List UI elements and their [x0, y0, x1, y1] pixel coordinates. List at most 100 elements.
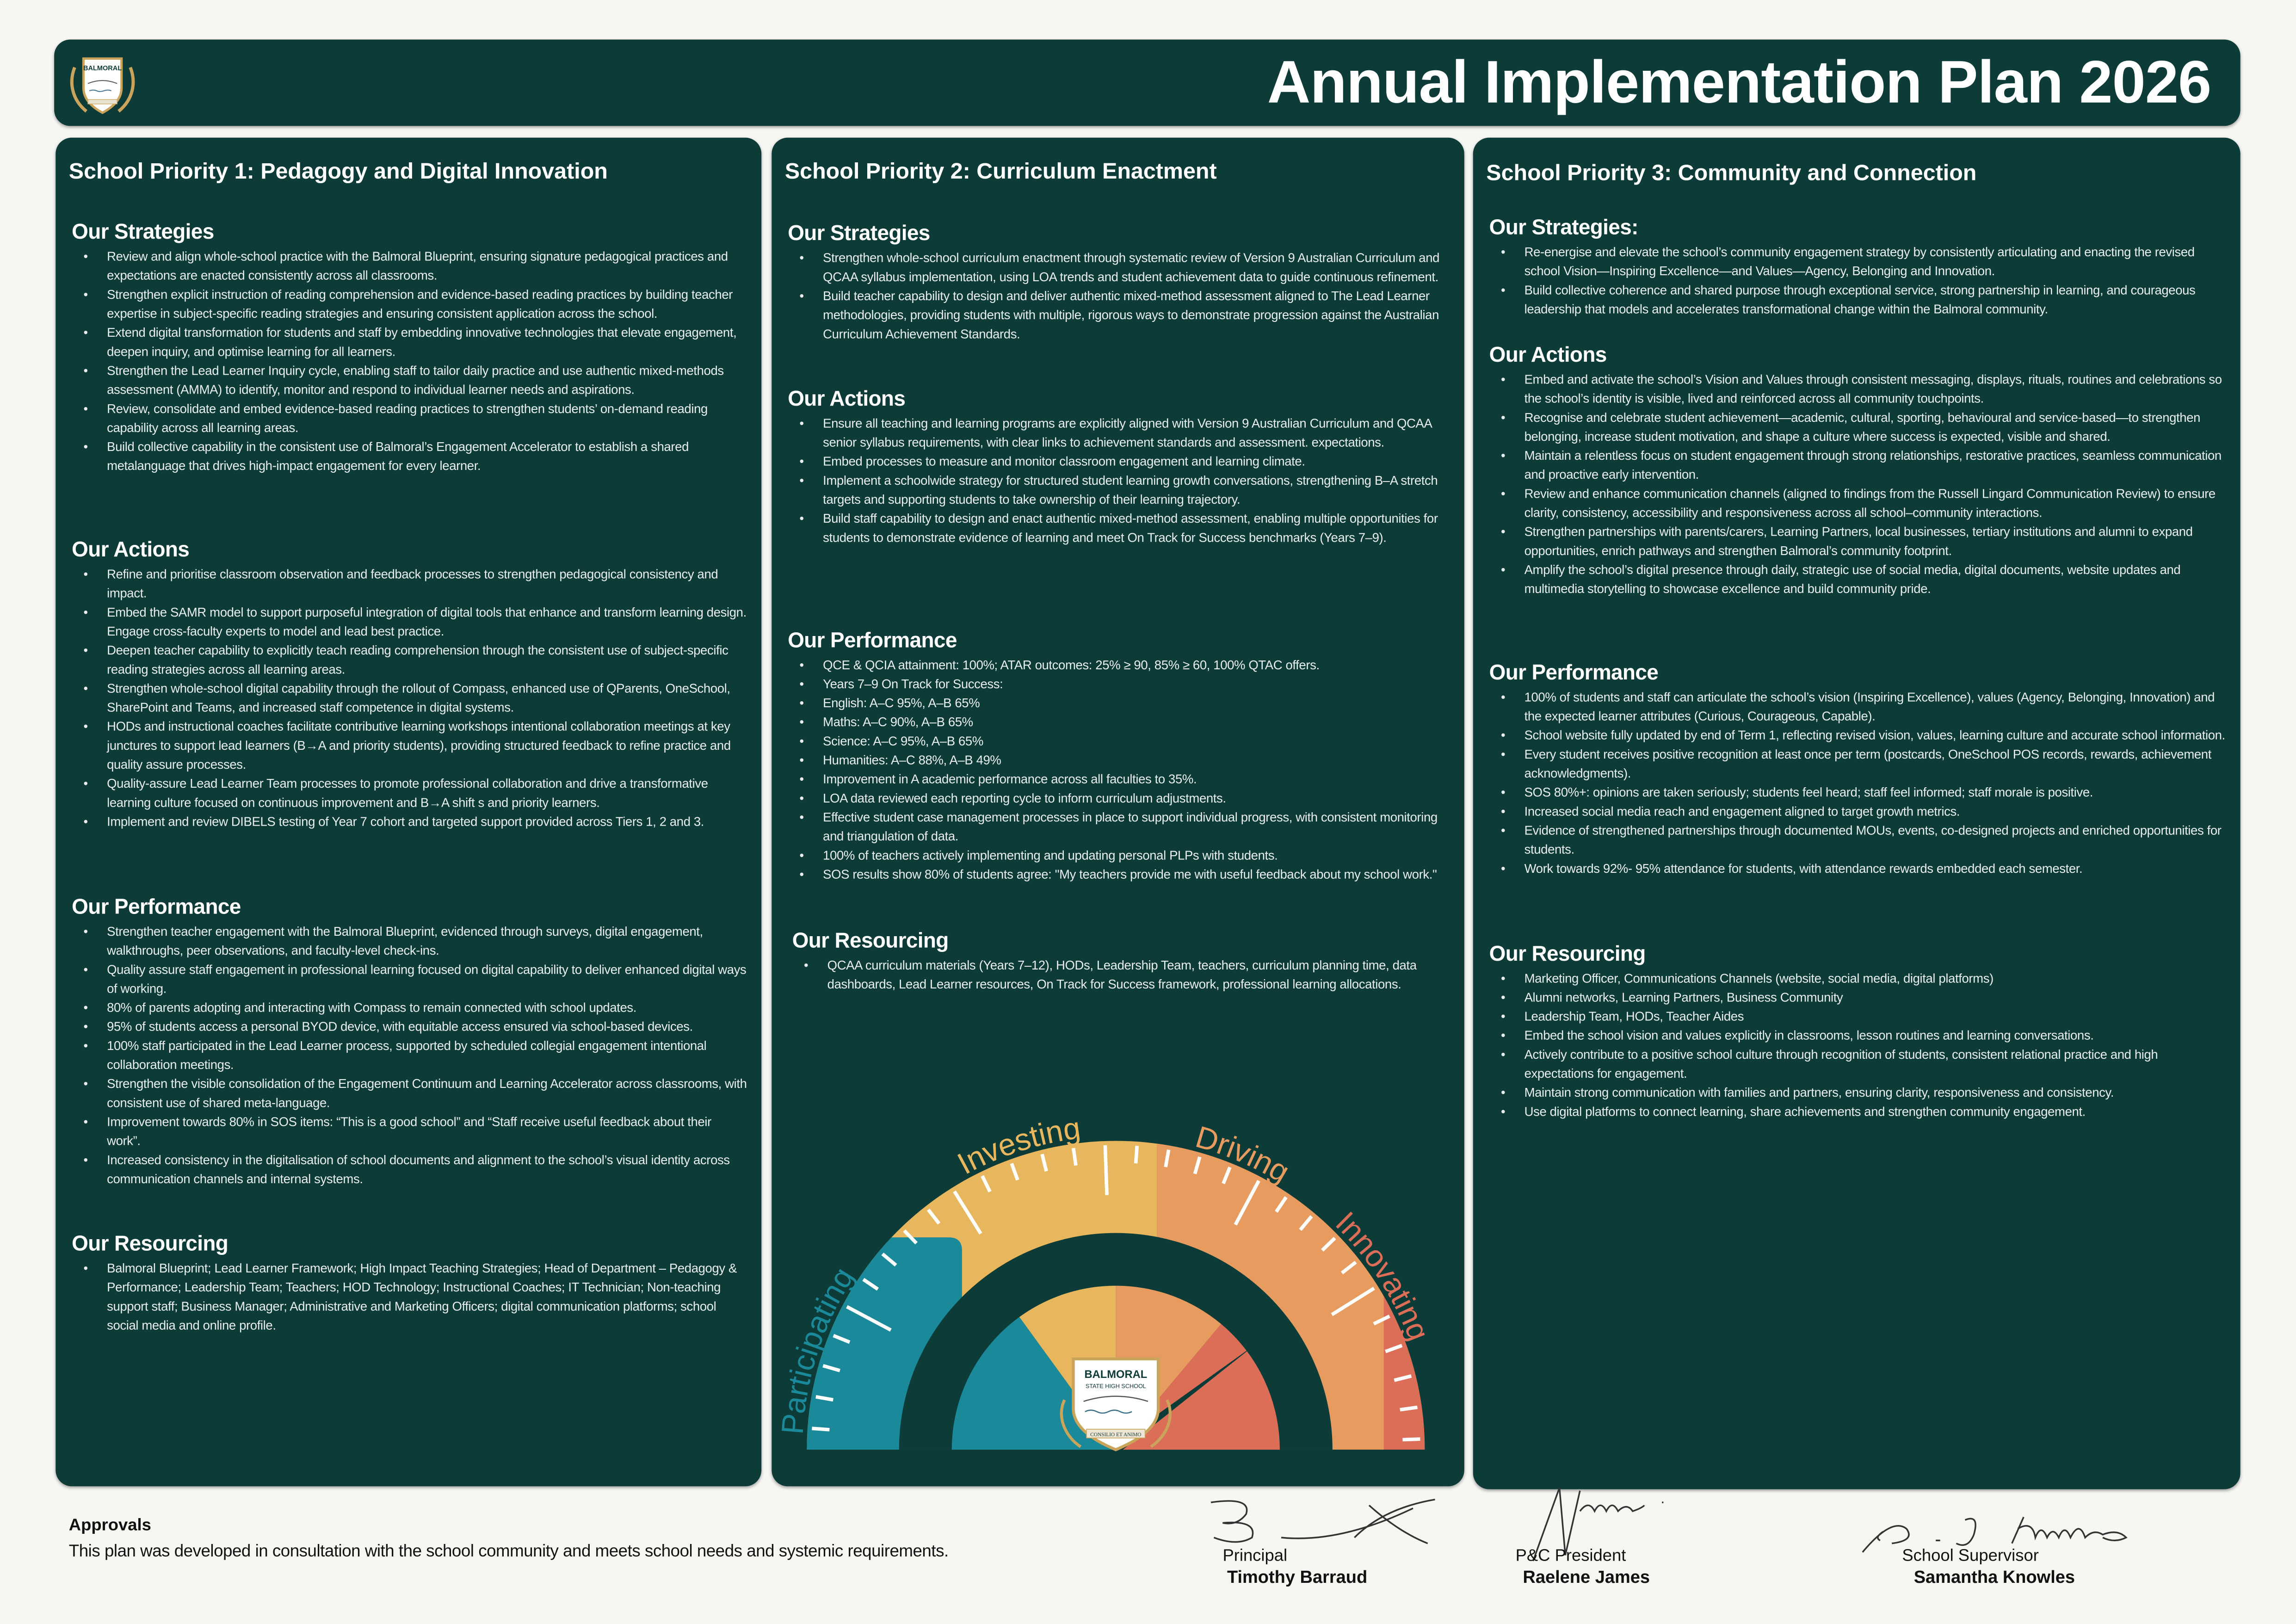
section-heading: Our Actions: [1489, 344, 1607, 368]
list-item: Strengthen whole-school curriculum enact…: [800, 249, 1450, 287]
section-resourcing: Our Resourcing Balmoral Blueprint; Lead L…: [72, 1233, 747, 1336]
signatory-name: Raelene James: [1523, 1567, 1650, 1587]
list-item: Build collective capability in the consi…: [83, 438, 747, 476]
list-item: Implement and review DIBELS testing of Y…: [83, 813, 747, 832]
gauge-tick: [1340, 1260, 1357, 1275]
list-item: Strengthen the visible consolidation of …: [83, 1075, 747, 1113]
section-resourcing: Our Resourcing QCAA curriculum materials …: [792, 930, 1450, 994]
bullet-list: Strengthen teacher engagement with the B…: [72, 922, 747, 1189]
list-item: Strengthen explicit instruction of readi…: [83, 285, 747, 323]
priority-panel-1: School Priority 1: Pedagogy and Digital …: [56, 137, 762, 1487]
list-item: Maintain strong communication with famil…: [1501, 1084, 2226, 1103]
list-item: 95% of students access a personal BYOD d…: [83, 1018, 747, 1037]
bullet-list: Marketing Officer, Communications Channe…: [1489, 969, 2226, 1122]
list-item: Amplify the school’s digital presence th…: [1501, 561, 2226, 599]
list-item: Strengthen partnerships with parents/car…: [1501, 523, 2226, 561]
list-item: Strengthen whole-school digital capabili…: [83, 679, 747, 717]
priority-panel-3: School Priority 3: Community and Connect…: [1473, 137, 2240, 1489]
section-heading: Our Strategies: [788, 222, 930, 246]
priority-title: School Priority 3: Community and Connect…: [1486, 161, 1977, 186]
gauge-ticks: [812, 1145, 1420, 1442]
approvals-heading: Approvals: [68, 1517, 151, 1535]
list-item: Implement a schoolwide strategy for stru…: [800, 471, 1450, 509]
gauge-tick: [1400, 1405, 1418, 1412]
list-item: Maths: A–C 90%, A–B 65%: [800, 713, 1450, 732]
list-item: Strengthen the Lead Learner Inquiry cycl…: [83, 362, 747, 400]
section-heading: Our Resourcing: [1489, 943, 1646, 967]
section-heading: Our Performance: [1489, 661, 1659, 685]
list-item: HODs and instructional coaches facilitat…: [83, 717, 747, 774]
list-item: Every student receives positive recognit…: [1501, 745, 2226, 783]
section-strategies: Our Strategies:Re-energise and elevate t…: [1489, 217, 2226, 320]
bullet-list: Strengthen whole-school curriculum enact…: [788, 249, 1450, 344]
list-item: Deepen teacher capability to explicitly …: [83, 642, 747, 679]
list-item: Improvement in A academic performance ac…: [800, 770, 1450, 789]
section-performance: Our PerformanceStrengthen teacher engage…: [72, 896, 747, 1189]
list-item: Recognise and celebrate student achievem…: [1501, 408, 2226, 446]
signatory-role: P&C President: [1515, 1548, 1626, 1566]
list-item: Improvement towards 80% in SOS items: “T…: [83, 1113, 747, 1151]
signatory-role: School Supervisor: [1902, 1548, 2039, 1566]
list-item: Ensure all teaching and learning program…: [800, 414, 1450, 452]
gauge-crest-logo: BALMORAL STATE HIGH SCHOOL CONSILIO ET A…: [1060, 1357, 1172, 1451]
section-performance: Our Performance QCE & QCIA attainment: 10…: [788, 630, 1450, 884]
svg-text:BALMORAL: BALMORAL: [1084, 1369, 1147, 1381]
list-item: Humanities: A–C 88%, A–B 49%: [800, 751, 1450, 770]
section-heading: Our Actions: [72, 539, 190, 562]
list-item: Strengthen teacher engagement with the B…: [83, 922, 747, 960]
list-item: Marketing Officer, Communications Channe…: [1501, 969, 2226, 988]
signatory-pc-president: P&C President Raelene James: [1516, 1548, 1650, 1587]
priority-title: School Priority 1: Pedagogy and Digital …: [68, 160, 608, 185]
approvals-block: Approvals This plan was developed in con…: [69, 1517, 949, 1561]
bullet-list: Review and align whole-school practice w…: [72, 247, 747, 476]
page-title: Annual Implementation Plan 2026: [1267, 48, 2212, 116]
gauge-tick: [1010, 1163, 1019, 1181]
section-actions: Our ActionsEmbed and activate the school…: [1489, 344, 2226, 599]
list-item: Refine and prioritise classroom observat…: [83, 565, 747, 603]
list-item: LOA data reviewed each reporting cycle t…: [800, 789, 1450, 808]
gauge-tick: [846, 1305, 892, 1332]
section-performance: Our Performance 100% of students and staf…: [1489, 662, 2226, 879]
section-strategies: Our StrategiesReview and align whole-sch…: [72, 221, 747, 476]
bullet-list: Balmoral Blueprint; Lead Learner Framewo…: [72, 1260, 747, 1336]
list-item: Increased social media reach and engagem…: [1501, 803, 2226, 821]
bullet-list: Re-energise and elevate the school’s com…: [1489, 243, 2226, 320]
list-item: School website fully updated by end of T…: [1501, 726, 2226, 745]
header-bar: BALMORAL Annual Implementation Plan 2026: [54, 39, 2240, 126]
svg-text:STATE HIGH SCHOOL: STATE HIGH SCHOOL: [1086, 1383, 1146, 1389]
bullet-list: QCAA curriculum materials (Years 7–12), …: [792, 956, 1450, 994]
svg-text:CONSILIO ET ANIMO: CONSILIO ET ANIMO: [1090, 1432, 1141, 1438]
list-item: Build teacher capability to design and d…: [800, 287, 1450, 344]
list-item: Use digital platforms to connect learnin…: [1501, 1103, 2226, 1122]
gauge-tick: [862, 1278, 879, 1291]
signatory-name: Samantha Knowles: [1913, 1567, 2075, 1587]
list-item: Work towards 92%- 95% attendance for stu…: [1501, 859, 2226, 878]
section-actions: Our Actions Refine and prioritise classro…: [72, 539, 747, 832]
list-item: Review and enhance communication channel…: [1501, 485, 2226, 523]
list-item: 100% of students and staff can articulat…: [1501, 688, 2226, 726]
list-item: Quality-assure Lead Learner Team process…: [83, 775, 747, 813]
bullet-list: 100% of students and staff can articulat…: [1489, 688, 2226, 879]
list-item: 80% of parents adopting and interacting …: [83, 999, 747, 1018]
gauge-tick: [1193, 1156, 1202, 1174]
bullet-list: Ensure all teaching and learning program…: [788, 414, 1450, 548]
list-item: Embed processes to measure and monitor c…: [800, 452, 1450, 471]
list-item: 100% of teachers actively implementing a…: [800, 846, 1450, 865]
gauge-tick: [926, 1208, 941, 1225]
signatory-school-supervisor: School Supervisor Samantha Knowles: [1902, 1548, 2075, 1587]
list-item: 100% staff participated in the Lead Lear…: [83, 1037, 747, 1074]
gauge-tick: [1373, 1315, 1390, 1326]
list-item: Embed the SAMR model to support purposef…: [83, 603, 747, 641]
list-item: Review, consolidate and embed evidence-b…: [83, 400, 747, 438]
list-item: Build staff capability to design and ena…: [800, 510, 1450, 548]
gauge-tick: [1331, 1286, 1375, 1316]
school-supervisor-signature: [1862, 1517, 2128, 1553]
list-item: Science: A–C 95%, A–B 65%: [800, 732, 1450, 751]
section-heading: Our Strategies: [72, 221, 214, 245]
list-item: Leadership Team, HODs, Teacher Aides: [1501, 1007, 2226, 1026]
list-item: Maintain a relentless focus on student e…: [1501, 447, 2226, 485]
svg-text:BALMORAL: BALMORAL: [83, 65, 122, 72]
section-resourcing: Our Resourcing Marketing Officer, Communi…: [1489, 943, 2226, 1122]
gauge-tick: [1234, 1179, 1260, 1226]
